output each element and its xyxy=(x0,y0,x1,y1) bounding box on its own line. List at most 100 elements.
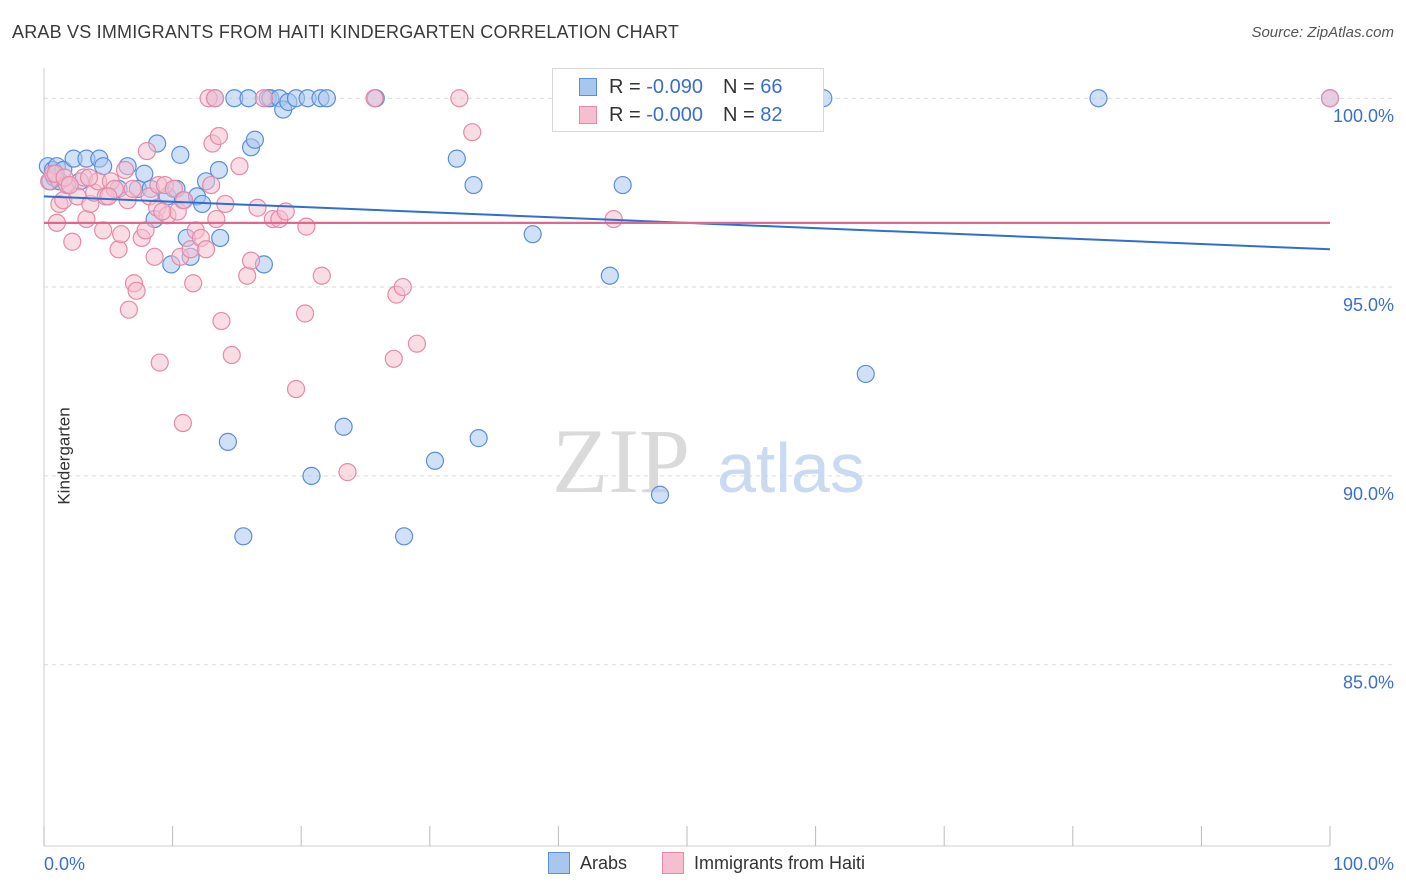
y-tick-label: 90.0% xyxy=(1343,484,1394,504)
r-value: -0.090 xyxy=(646,75,703,98)
haiti-point xyxy=(209,126,228,146)
haiti-point xyxy=(393,277,412,297)
x-tick-label: 0.0% xyxy=(44,854,85,874)
trend-lines xyxy=(43,195,1331,251)
arabs-point xyxy=(234,527,253,546)
tick-labels: 85.0% 90.0% 95.0% 100.0% 0.0% 100.0% xyxy=(44,106,1394,874)
haiti-point xyxy=(60,175,79,195)
haiti-point xyxy=(205,89,225,108)
r-label: R = xyxy=(609,103,641,126)
arabs-point xyxy=(211,228,230,248)
arabs-point xyxy=(856,364,875,384)
n-label: N = xyxy=(722,103,755,126)
haiti-point xyxy=(77,209,96,229)
haiti-point xyxy=(212,311,231,331)
arabs-point xyxy=(317,89,337,108)
arabs-point xyxy=(245,130,265,149)
haiti-point xyxy=(63,232,82,251)
haiti-point xyxy=(202,175,221,195)
haiti-point xyxy=(312,266,331,285)
arabs-point xyxy=(613,175,632,195)
legend-item-haiti[interactable]: Immigrants from Haiti xyxy=(662,852,865,874)
legend-label: Arabs xyxy=(580,852,628,873)
haiti-point xyxy=(295,304,315,323)
y-tick-label: 100.0% xyxy=(1333,106,1394,126)
haiti-point xyxy=(238,266,257,285)
arabs-point xyxy=(1089,89,1108,108)
haiti-point xyxy=(136,221,155,240)
haiti-point xyxy=(109,240,128,259)
n-label: N = xyxy=(722,75,755,98)
haiti-point xyxy=(241,251,261,270)
r-label: R = xyxy=(609,75,641,98)
r-value: -0.000 xyxy=(646,103,703,126)
watermark-atlas: atlas xyxy=(717,429,865,507)
y-axis-label: Kindergarten xyxy=(54,407,74,505)
haiti-point xyxy=(119,300,138,319)
series-haiti xyxy=(40,89,1340,482)
arabs-point xyxy=(171,145,190,164)
chart-title: ARAB VS IMMIGRANTS FROM HAITI KINDERGART… xyxy=(12,22,680,42)
haiti-point xyxy=(173,413,192,433)
haiti-point xyxy=(248,198,267,217)
arabs-legend-swatch xyxy=(548,852,570,874)
haiti-point xyxy=(338,463,357,482)
arabs-point xyxy=(94,157,113,176)
stats-box: R = -0.090 N = 66 R = -0.000 N = 82 xyxy=(552,68,824,132)
haiti-point xyxy=(384,349,403,368)
arabs-point xyxy=(218,432,237,451)
stats-row-arabs: R = -0.090 N = 66 xyxy=(553,73,782,101)
haiti-point xyxy=(164,179,183,198)
n-value: 82 xyxy=(760,103,783,126)
arabs-point xyxy=(302,466,321,485)
source-label: Source: ZipAtlas.com xyxy=(1251,24,1394,41)
legend-item-arabs[interactable]: Arabs xyxy=(548,852,627,874)
arabs-point xyxy=(469,429,488,448)
haiti-point xyxy=(145,247,164,266)
arabs-point xyxy=(209,160,228,180)
haiti-point xyxy=(407,334,427,353)
arabs-point xyxy=(650,485,670,504)
arabs-point xyxy=(600,266,619,285)
n-value: 66 xyxy=(760,75,783,98)
haiti-point xyxy=(463,123,482,142)
gridlines xyxy=(44,97,1394,666)
arabs-swatch xyxy=(579,78,597,96)
arabs-point xyxy=(239,89,258,108)
haiti-point xyxy=(286,379,306,399)
haiti-point xyxy=(99,187,118,206)
haiti-swatch xyxy=(579,106,597,124)
haiti-point xyxy=(153,202,172,221)
y-tick-label: 95.0% xyxy=(1343,295,1394,315)
haiti-point xyxy=(175,191,194,210)
haiti-point xyxy=(365,89,384,108)
haiti-point xyxy=(207,209,226,229)
haiti-point xyxy=(1320,89,1340,108)
haiti-point xyxy=(297,217,316,236)
arabs-point xyxy=(447,149,466,168)
haiti-point xyxy=(184,274,203,293)
stats-row-haiti: R = -0.000 N = 82 xyxy=(553,101,782,129)
haiti-point xyxy=(222,345,241,365)
haiti-point xyxy=(450,89,469,108)
arabs-point xyxy=(394,527,414,546)
haiti-point xyxy=(127,281,146,300)
haiti-point xyxy=(115,160,135,180)
haiti-point xyxy=(150,353,169,372)
watermark-zip: ZIP xyxy=(552,410,690,512)
arabs-point xyxy=(425,451,445,470)
axes xyxy=(43,68,1331,847)
y-tick-label: 85.0% xyxy=(1343,673,1394,693)
haiti-point xyxy=(230,157,249,176)
haiti-point xyxy=(112,225,131,244)
haiti-point xyxy=(123,179,142,198)
x-tick-label: 100.0% xyxy=(1333,854,1394,874)
haiti-point xyxy=(254,89,274,108)
arabs-point xyxy=(523,225,542,244)
arabs-point xyxy=(334,417,353,436)
arabs-point xyxy=(135,164,154,183)
haiti-point xyxy=(79,168,99,187)
haiti-point xyxy=(137,141,156,161)
legend-label: Immigrants from Haiti xyxy=(694,852,866,873)
